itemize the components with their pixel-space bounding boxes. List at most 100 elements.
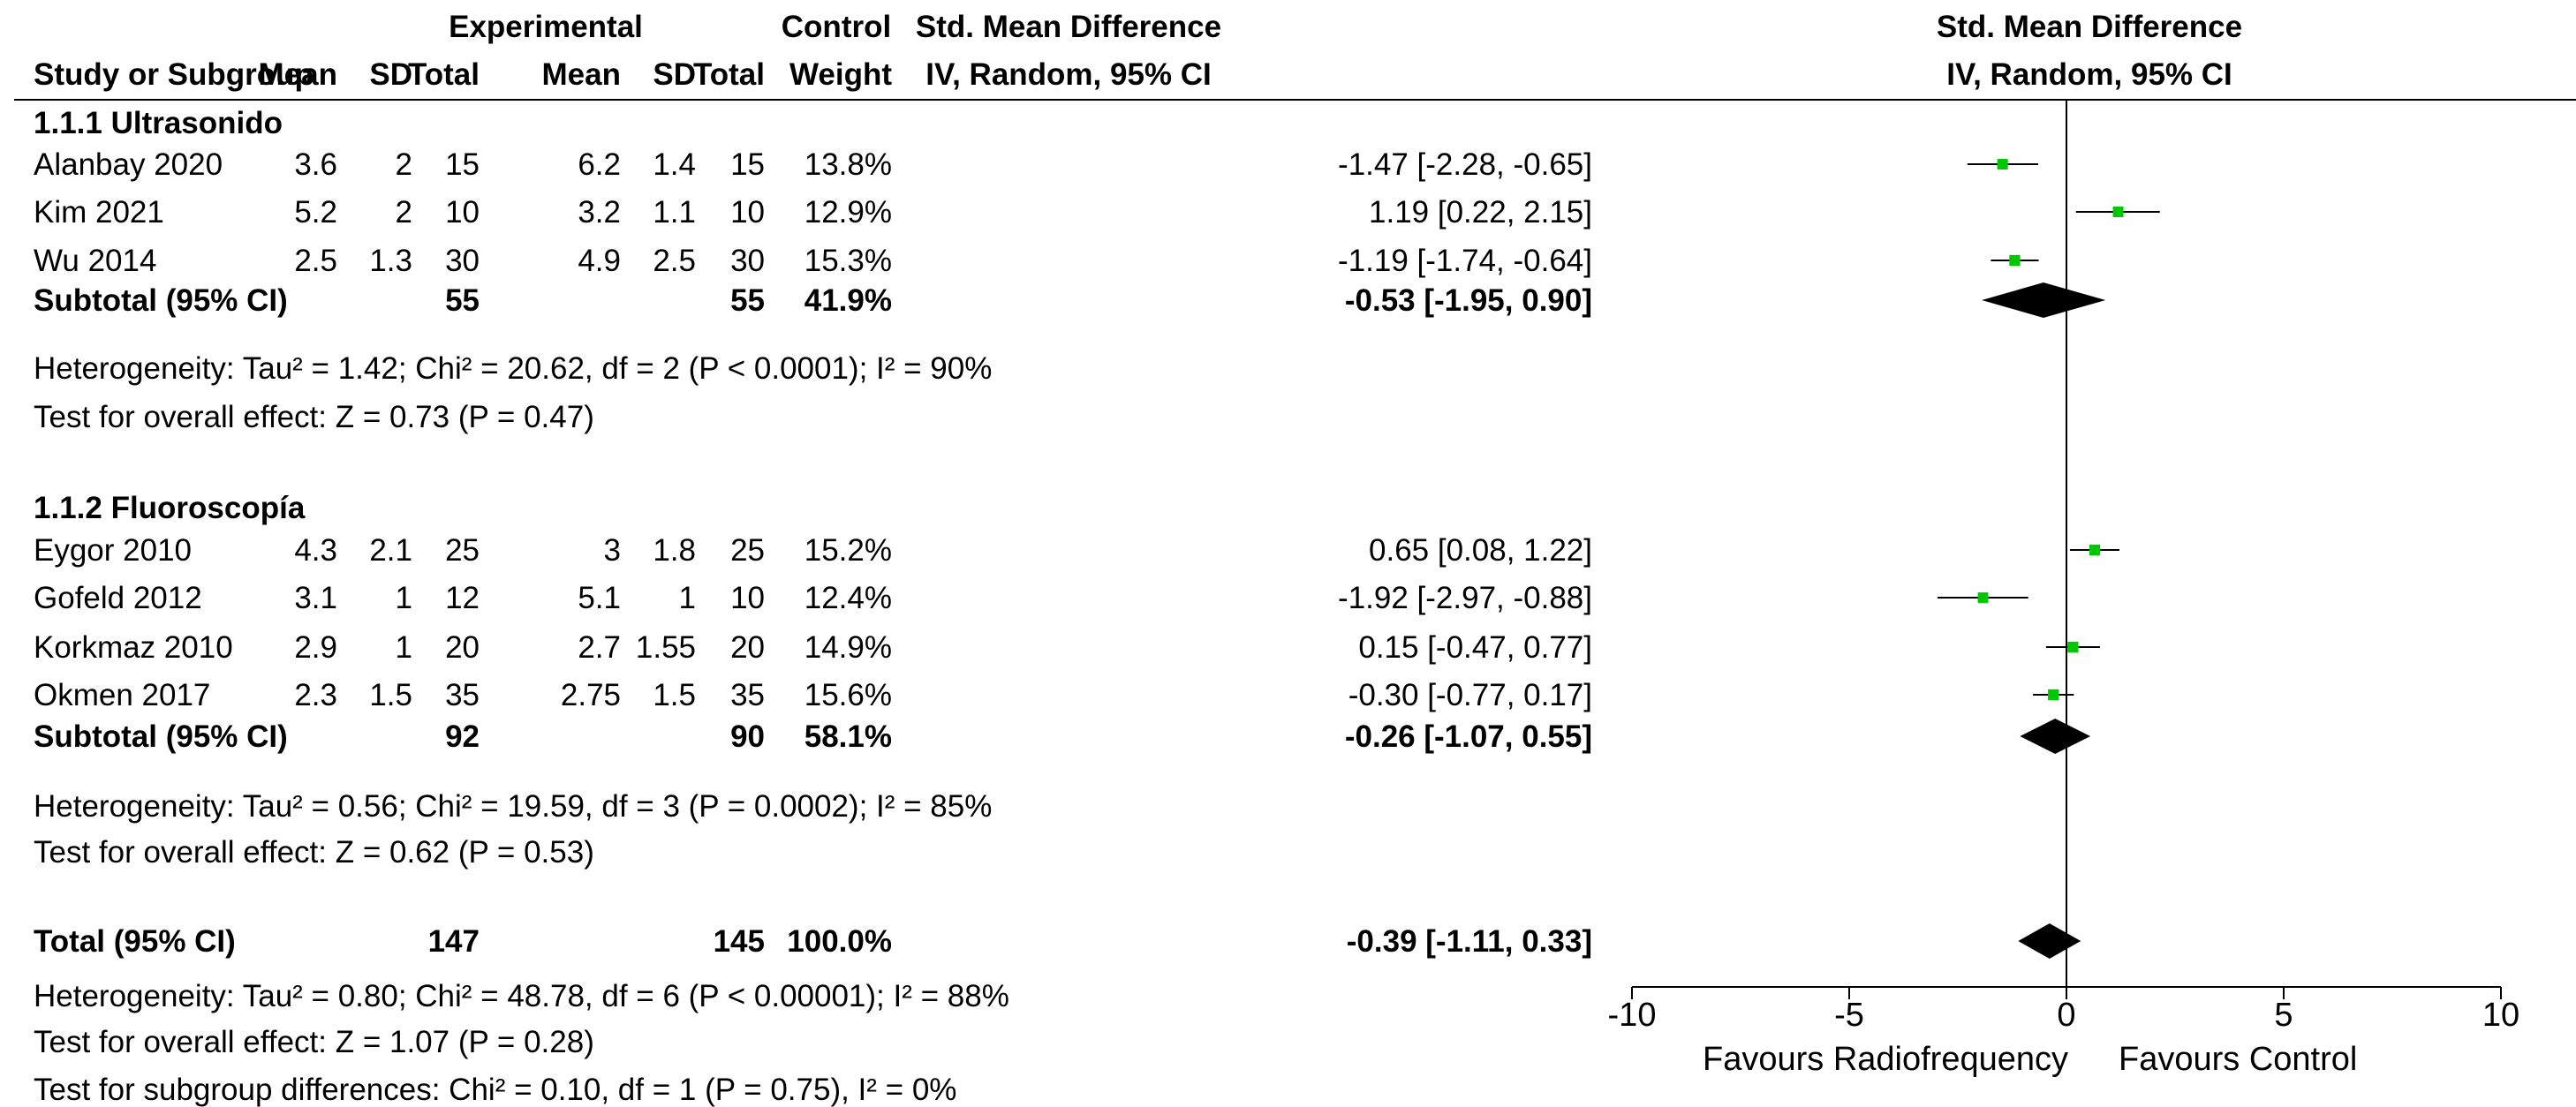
total-weight: 100.0% <box>787 924 892 959</box>
study-1-2-exp-mean: 5.2 <box>294 195 337 230</box>
subgroup-2-heterogeneity: Heterogeneity: Tau² = 0.56; Chi² = 19.59… <box>34 789 992 824</box>
study-2-4-ctrl-sd: 1.5 <box>653 678 696 712</box>
study-2-2-ctrl-total: 10 <box>730 581 765 615</box>
subgroup-2-subtotal-exp-total: 92 <box>445 719 480 754</box>
subgroup-1-overall-effect: Test for overall effect: Z = 0.73 (P = 0… <box>34 400 594 434</box>
header-control: Control <box>782 10 891 44</box>
study-1-1-ci: -1.47 [-2.28, -0.65] <box>1338 147 1592 182</box>
study-2-2-name: Gofeld 2012 <box>34 581 202 615</box>
subgroup-2-subtotal-weight: 58.1% <box>805 719 892 754</box>
header-ctrl-sd: SD <box>653 57 696 92</box>
total-heterogeneity: Heterogeneity: Tau² = 0.80; Chi² = 48.78… <box>34 979 1009 1013</box>
study-1-3-weight: 15.3% <box>805 244 892 278</box>
study-1-3-name: Wu 2014 <box>34 244 156 278</box>
total-label: Total (95% CI) <box>34 924 236 959</box>
study-1-2-ctrl-total: 10 <box>730 195 765 230</box>
x-tick-label-3: 0 <box>2057 997 2075 1034</box>
study-2-4-ci: -0.30 [-0.77, 0.17] <box>1348 678 1592 712</box>
study-2-3-ctrl-total: 20 <box>730 630 765 665</box>
study-2-1-ctrl-total: 25 <box>730 533 765 568</box>
study-1-1-exp-total: 15 <box>445 147 480 182</box>
study-2-1-exp-sd: 2.1 <box>369 533 412 568</box>
study-2-4-marker <box>2048 689 2059 701</box>
study-1-1-exp-sd: 2 <box>396 147 412 182</box>
study-2-1-ctrl-mean: 3 <box>604 533 621 568</box>
study-1-1-marker <box>1997 158 2008 170</box>
study-2-4-weight: 15.6% <box>805 678 892 712</box>
subgroup-1-subtotal-weight: 41.9% <box>805 283 892 318</box>
x-tick-label-2: -5 <box>1834 997 1864 1034</box>
study-1-2-ci: 1.19 [0.22, 2.15] <box>1369 195 1592 230</box>
study-2-2-exp-total: 12 <box>445 581 480 615</box>
study-2-1-ctrl-sd: 1.8 <box>653 533 696 568</box>
study-2-2-ci: -1.92 [-2.97, -0.88] <box>1338 581 1592 615</box>
x-tick-label-1: -10 <box>1608 997 1657 1034</box>
study-1-3-ctrl-mean: 4.9 <box>578 244 621 278</box>
study-2-3-name: Korkmaz 2010 <box>34 630 233 665</box>
subgroup-2-subtotal-label: Subtotal (95% CI) <box>34 719 288 754</box>
plot-method: IV, Random, 95% CI <box>1946 57 2232 92</box>
header-experimental: Experimental <box>449 10 643 44</box>
x-tick-label-4: 5 <box>2274 997 2293 1034</box>
study-2-3-marker <box>2067 641 2079 653</box>
subgroup-1-subtotal-diamond <box>1982 282 2106 318</box>
subgroup-1-subtotal-label: Subtotal (95% CI) <box>34 283 288 318</box>
total-overall-effect: Test for overall effect: Z = 1.07 (P = 0… <box>34 1025 594 1059</box>
subgroup-1-subtotal-ctrl-total: 55 <box>730 283 765 318</box>
header-ctrl-mean: Mean <box>542 57 621 92</box>
header-ctrl-total: Total <box>693 57 765 92</box>
study-2-3-ci: 0.15 [-0.47, 0.77] <box>1358 630 1592 665</box>
study-2-2-weight: 12.4% <box>805 581 892 615</box>
study-2-3-exp-mean: 2.9 <box>294 630 337 665</box>
study-2-3-ctrl-mean: 2.7 <box>578 630 621 665</box>
study-1-2-exp-sd: 2 <box>396 195 412 230</box>
study-2-1-name: Eygor 2010 <box>34 533 192 568</box>
subgroup-2-overall-effect: Test for overall effect: Z = 0.62 (P = 0… <box>34 835 594 870</box>
study-1-3-exp-sd: 1.3 <box>369 244 412 278</box>
study-2-3-ctrl-sd: 1.55 <box>636 630 696 665</box>
study-2-1-weight: 15.2% <box>805 533 892 568</box>
subgroup-2-subtotal-diamond <box>2020 719 2091 754</box>
header-study: Study or Subgroup <box>34 57 314 92</box>
study-2-3-weight: 14.9% <box>805 630 892 665</box>
study-2-1-ci: 0.65 [0.08, 1.22] <box>1369 533 1592 568</box>
study-1-1-weight: 13.8% <box>805 147 892 182</box>
favours-left-label: Favours Radiofrequency <box>1703 1041 2068 1078</box>
subgroup-1-heterogeneity: Heterogeneity: Tau² = 1.42; Chi² = 20.62… <box>34 351 992 386</box>
study-2-4-exp-mean: 2.3 <box>294 678 337 712</box>
study-2-2-ctrl-mean: 5.1 <box>578 581 621 615</box>
subgroup-1-subtotal-ci: -0.53 [-1.95, 0.90] <box>1345 283 1592 318</box>
study-1-1-ctrl-total: 15 <box>730 147 765 182</box>
study-1-1-exp-mean: 3.6 <box>294 147 337 182</box>
study-1-2-weight: 12.9% <box>805 195 892 230</box>
study-2-4-name: Okmen 2017 <box>34 678 210 712</box>
study-2-2-marker <box>1977 592 1989 603</box>
header-weight: Weight <box>789 57 892 92</box>
subgroup-2-label: 1.1.2 Fluoroscopía <box>34 491 306 525</box>
study-2-3-exp-sd: 1 <box>396 630 412 665</box>
header-exp-sd: SD <box>369 57 412 92</box>
study-2-2-exp-mean: 3.1 <box>294 581 337 615</box>
study-2-2-exp-sd: 1 <box>396 581 412 615</box>
subgroup-2-subtotal-ctrl-total: 90 <box>730 719 765 754</box>
total-ci: -0.39 [-1.11, 0.33] <box>1347 924 1592 959</box>
study-1-2-ctrl-sd: 1.1 <box>653 195 696 230</box>
study-2-2-ctrl-sd: 1 <box>679 581 696 615</box>
x-tick-label-5: 10 <box>2482 997 2519 1034</box>
header-effect-method: IV, Random, 95% CI <box>925 57 1212 92</box>
total-diamond <box>2018 923 2081 959</box>
header-effect-title: Std. Mean Difference <box>916 10 1221 44</box>
total-ctrl-total: 145 <box>714 924 765 959</box>
study-2-1-exp-mean: 4.3 <box>294 533 337 568</box>
forest-table: Experimental Control Std. Mean Difference S… <box>14 10 2576 1107</box>
study-2-1-exp-total: 25 <box>445 533 480 568</box>
favours-right-label: Favours Control <box>2119 1041 2357 1078</box>
study-1-2-ctrl-mean: 3.2 <box>578 195 621 230</box>
subgroup-1-label: 1.1.1 Ultrasonido <box>34 106 283 140</box>
study-2-1-marker <box>2089 544 2101 556</box>
study-1-2-marker <box>2112 207 2124 217</box>
study-1-3-ctrl-sd: 2.5 <box>653 244 696 278</box>
total-exp-total: 147 <box>428 924 480 959</box>
study-2-4-ctrl-total: 35 <box>730 678 765 712</box>
